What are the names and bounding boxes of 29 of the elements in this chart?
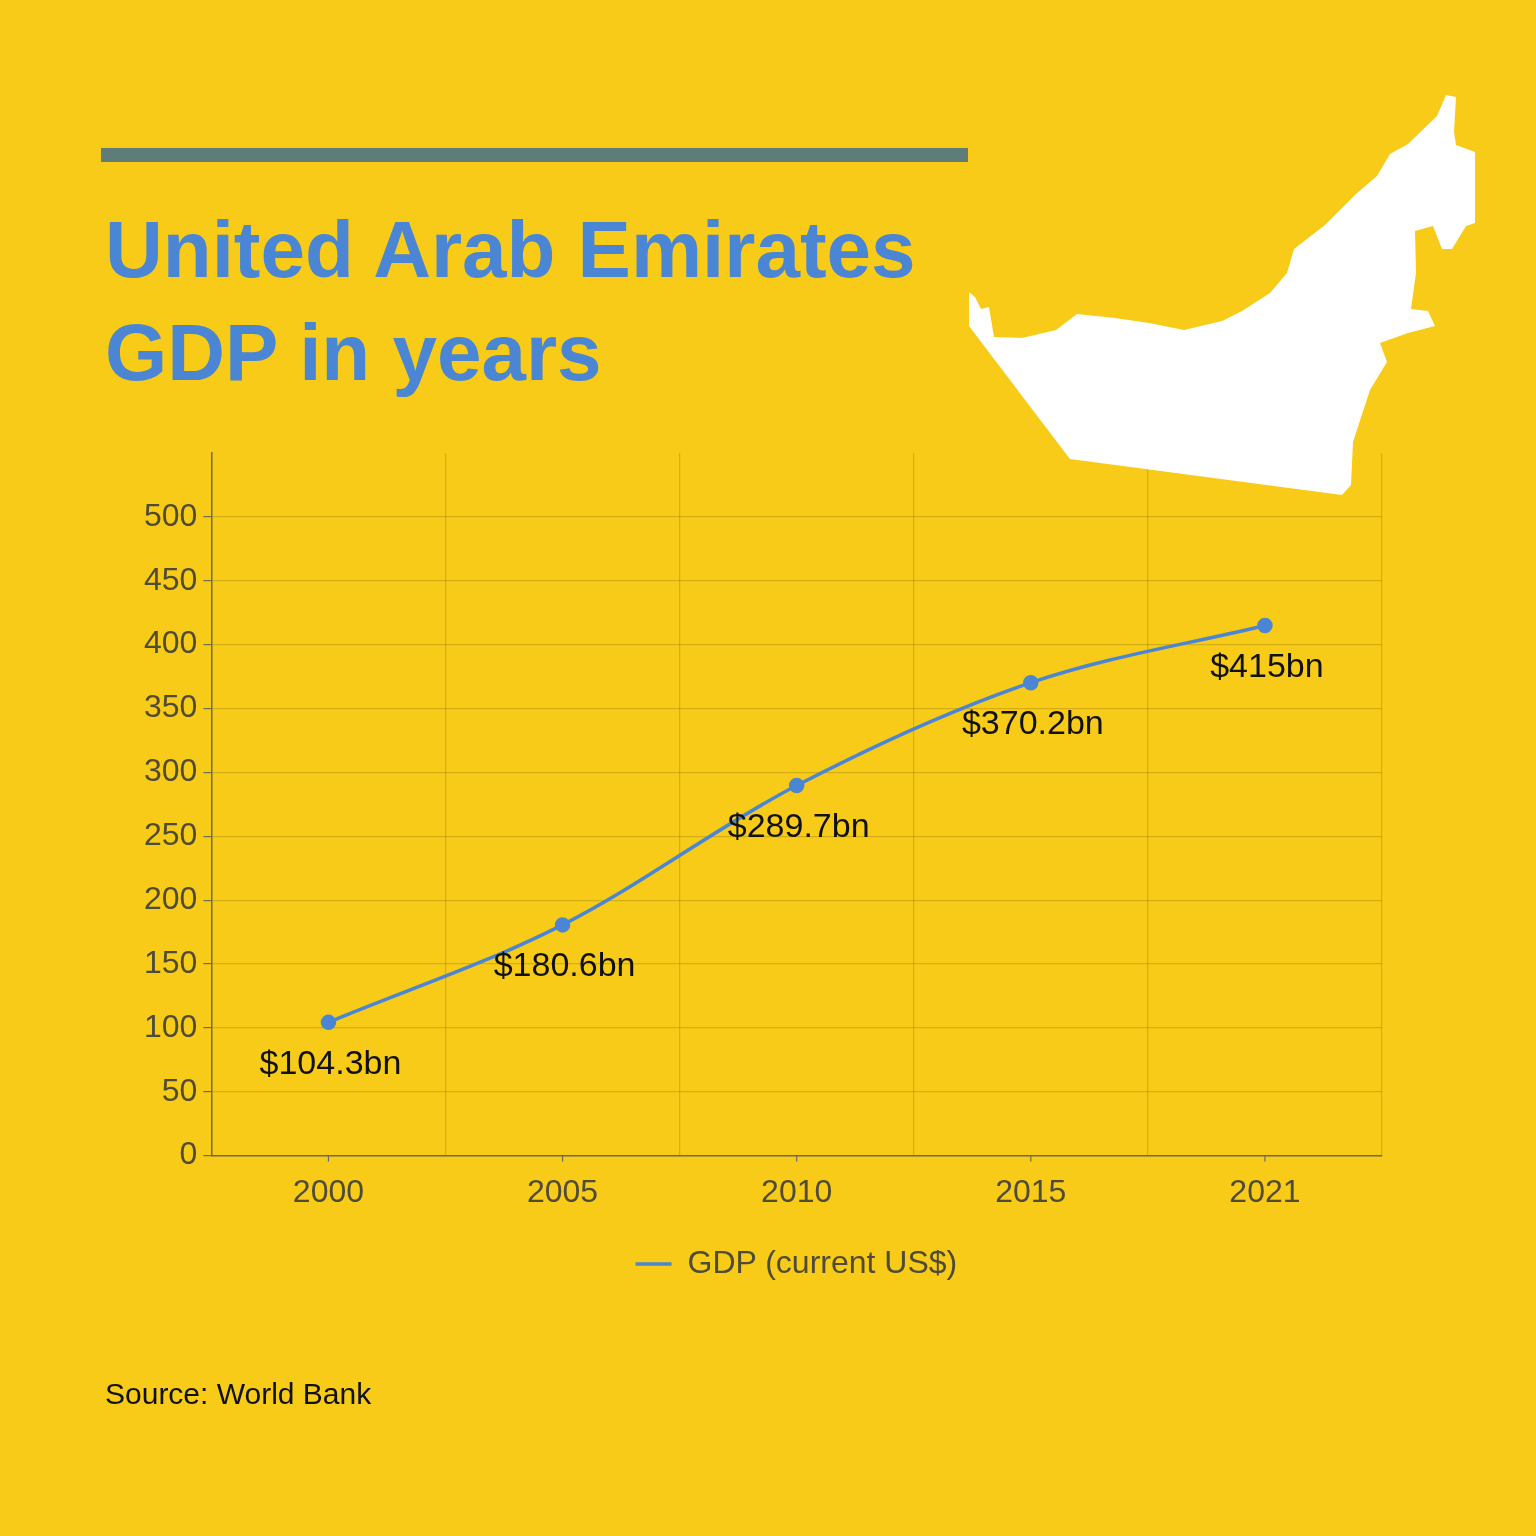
y-tick-label: 450 — [144, 560, 198, 597]
source-note: Source: World Bank — [105, 1377, 372, 1411]
y-tick-label: 200 — [144, 879, 198, 916]
y-tick-label: 350 — [144, 688, 198, 725]
y-tick-label: 0 — [179, 1135, 198, 1172]
y-tick-label: 50 — [161, 1071, 198, 1108]
data-label: $104.3bn — [259, 1042, 402, 1081]
point — [320, 1014, 337, 1031]
y-tick-label: 100 — [144, 1007, 198, 1044]
data-label: $370.2bn — [961, 703, 1104, 742]
point — [1257, 617, 1273, 634]
x-tick-label: 2000 — [292, 1172, 365, 1209]
x-tick-label: 2015 — [995, 1172, 1067, 1209]
x-tick-label: 2021 — [1229, 1172, 1301, 1209]
y-tick-label: 500 — [144, 496, 198, 533]
point — [1023, 674, 1039, 691]
point — [788, 777, 805, 794]
y-tick-label: 250 — [144, 816, 198, 853]
data-label: $180.6bn — [493, 945, 636, 984]
y-tick-label: 400 — [144, 624, 198, 661]
y-tick-label: 300 — [144, 752, 198, 789]
x-tick-label: 2005 — [526, 1172, 599, 1209]
chart-title: United Arab Emirates GDP in years — [105, 204, 917, 399]
point — [554, 917, 571, 933]
x-tick-label: 2010 — [761, 1172, 833, 1209]
data-label: $289.7bn — [727, 805, 870, 844]
legend-label: GDP (current US$) — [687, 1243, 958, 1280]
y-tick-label: 150 — [144, 943, 198, 980]
data-label: $415bn — [1210, 645, 1324, 684]
